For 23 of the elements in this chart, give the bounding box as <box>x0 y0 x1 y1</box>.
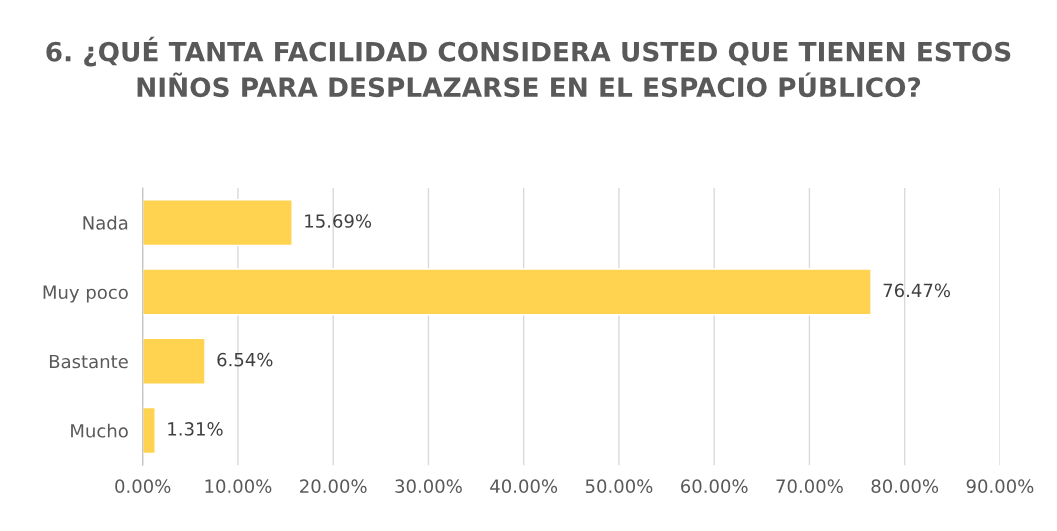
bar <box>142 268 872 316</box>
bar <box>142 406 156 455</box>
bar <box>142 337 206 385</box>
x-tick-label: 0.00% <box>115 479 171 494</box>
y-tick-label: Mucho <box>71 423 128 438</box>
y-tick-label: Nada <box>83 215 128 230</box>
x-tick-label: 50.00% <box>585 479 653 494</box>
x-tick-label: 10.00% <box>205 479 272 494</box>
x-tick-label: 40.00% <box>490 479 558 494</box>
data-label: 76.47% <box>883 283 951 298</box>
y-tick-label: Bastante <box>49 354 128 369</box>
x-tick-label: 60.00% <box>681 479 748 494</box>
x-tick-label: 20.00% <box>300 479 367 494</box>
chart-title: 6. ¿QUÉ TANTA FACILIDAD CONSIDERA USTED QUE TIENEN ESTOS NIÑOS PARA DESPLAZARSE EN EL ESPACIO PÚBLICO? <box>46 36 1011 98</box>
data-label: 1.31% <box>168 422 223 436</box>
x-tick-label: 80.00% <box>871 479 939 494</box>
x-tick-label: 90.00% <box>966 479 1034 494</box>
data-label: 6.54% <box>217 352 273 367</box>
data-label: 15.69% <box>305 214 372 228</box>
y-tick-label: Muy poco <box>43 285 128 303</box>
bar <box>142 199 293 247</box>
x-tick-label: 70.00% <box>776 479 843 494</box>
x-tick-label: 30.00% <box>395 479 462 494</box>
